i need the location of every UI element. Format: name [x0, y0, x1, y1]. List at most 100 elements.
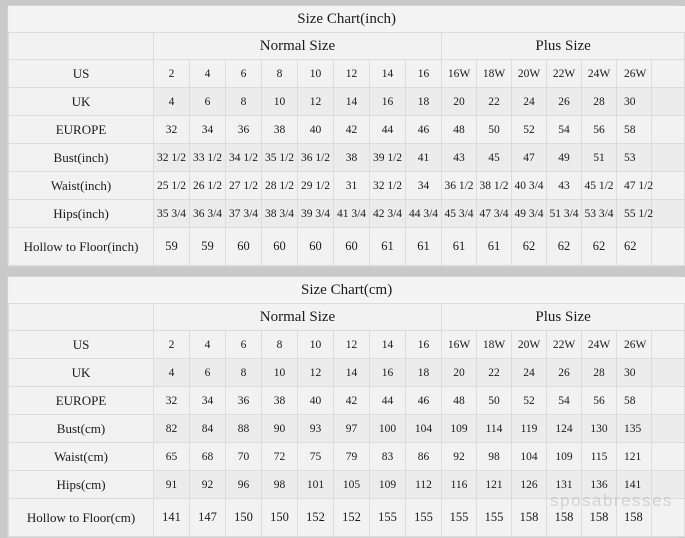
cell: 4	[153, 358, 190, 387]
row-label-hollow-to-floor: Hollow to Floor(cm)	[8, 498, 154, 537]
row-label-europe: EUROPE	[8, 115, 154, 144]
cell: 26	[546, 87, 582, 116]
table-row: Waist(inch) 25 1/2 26 1/2 27 1/2 28 1/2 …	[8, 171, 685, 200]
cell: 12	[333, 59, 370, 88]
cell: 136	[581, 470, 617, 499]
cell: 114	[476, 414, 512, 443]
cell: 22	[476, 358, 512, 387]
cell: 16	[405, 330, 442, 359]
cell: 34	[405, 171, 442, 200]
cell: 4	[189, 330, 226, 359]
cell: 62	[581, 227, 617, 266]
cell: 50	[476, 386, 512, 415]
cell: 38 1/2	[476, 171, 512, 200]
table-row: Bust(cm) 82 84 88 90 93 97 100 104 109 1…	[8, 414, 685, 443]
cell: 2	[153, 59, 190, 88]
chart-title: Size Chart(inch)	[8, 6, 685, 33]
cell: 158	[511, 498, 547, 537]
cell: 22W	[546, 330, 582, 359]
cell	[650, 115, 685, 144]
cell: 29 1/2	[297, 171, 334, 200]
cell: 126	[511, 470, 547, 499]
cell: 50	[476, 115, 512, 144]
cell: 25 1/2	[153, 171, 190, 200]
cell: 30	[616, 358, 652, 387]
size-chart-cm-block: Size Chart(cm) Normal Size Plus Size US …	[7, 276, 685, 538]
cell: 58	[616, 115, 652, 144]
cell: 14	[369, 330, 406, 359]
cell: 38	[261, 386, 298, 415]
cell: 26 1/2	[189, 171, 226, 200]
cell: 16	[369, 358, 406, 387]
cell: 158	[546, 498, 582, 537]
cell: 32	[153, 386, 190, 415]
cell: 59	[153, 227, 190, 266]
cell: 44	[369, 115, 406, 144]
cell: 40 3/4	[511, 171, 547, 200]
cell: 49 3/4	[511, 199, 547, 228]
cell: 121	[476, 470, 512, 499]
cell: 36 1/2	[441, 171, 477, 200]
cell	[650, 442, 685, 471]
cell: 34	[189, 386, 226, 415]
row-label-uk: UK	[8, 358, 154, 387]
cell: 22W	[546, 59, 582, 88]
table-row: UK 4 6 8 10 12 14 16 18 20 22 24 26 28 3…	[8, 87, 685, 116]
cell: 36	[225, 386, 262, 415]
cell: 36	[225, 115, 262, 144]
table-row: UK 4 6 8 10 12 14 16 18 20 22 24 26 28 3…	[8, 358, 685, 387]
cell: 91	[153, 470, 190, 499]
cell: 158	[581, 498, 617, 537]
cell: 92	[189, 470, 226, 499]
cell: 32	[153, 115, 190, 144]
cell	[650, 330, 685, 359]
cell: 45	[476, 143, 512, 172]
cell: 56	[581, 386, 617, 415]
cell: 32 1/2	[369, 171, 406, 200]
cell: 83	[369, 442, 406, 471]
cell: 131	[546, 470, 582, 499]
cell: 150	[261, 498, 298, 537]
cell: 115	[581, 442, 617, 471]
cell: 34	[189, 115, 226, 144]
row-label-us: US	[8, 330, 154, 359]
cell: 46	[405, 115, 442, 144]
cell: 6	[189, 87, 226, 116]
corner-cell	[8, 303, 154, 331]
cell: 75	[297, 442, 334, 471]
cell: 47	[511, 143, 547, 172]
cell: 42 3/4	[369, 199, 406, 228]
cell: 155	[369, 498, 406, 537]
cell: 155	[405, 498, 442, 537]
cell: 98	[261, 470, 298, 499]
group-header-row: Normal Size Plus Size	[8, 303, 685, 331]
cell: 43	[546, 171, 582, 200]
cell: 60	[297, 227, 334, 266]
table-row: Waist(cm) 65 68 70 72 75 79 83 86 92 98 …	[8, 442, 685, 471]
cell: 35 3/4	[153, 199, 190, 228]
cell: 40	[297, 386, 334, 415]
cell: 20	[441, 87, 477, 116]
cell	[650, 470, 685, 499]
cell: 90	[261, 414, 298, 443]
cell: 6	[225, 59, 262, 88]
cell: 59	[189, 227, 226, 266]
cell: 18	[405, 87, 442, 116]
cell: 22	[476, 87, 512, 116]
cell: 33 1/2	[189, 143, 226, 172]
cell: 97	[333, 414, 370, 443]
cell: 28	[581, 87, 617, 116]
cell: 10	[261, 358, 298, 387]
cell: 10	[297, 59, 334, 88]
row-label-bust: Bust(inch)	[8, 143, 154, 172]
cell	[650, 227, 685, 266]
cell: 37 3/4	[225, 199, 262, 228]
cell: 26W	[616, 59, 652, 88]
cell: 92	[441, 442, 477, 471]
cell: 40	[297, 115, 334, 144]
cell: 28 1/2	[261, 171, 298, 200]
cell: 24W	[581, 59, 617, 88]
cell: 141	[153, 498, 190, 537]
cell: 20W	[511, 59, 547, 88]
row-label-hips: Hips(cm)	[8, 470, 154, 499]
